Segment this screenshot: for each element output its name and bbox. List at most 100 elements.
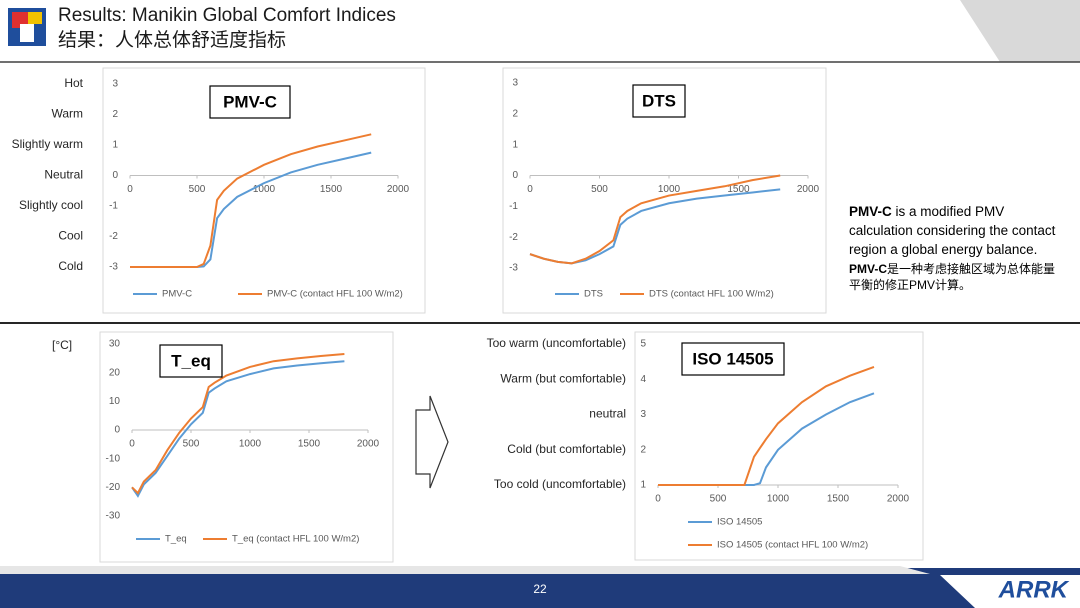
x-tick-label: 0 — [527, 184, 533, 195]
y-tick-label: 0 — [112, 170, 118, 181]
scale-label: Too warm (uncomfortable) — [487, 336, 626, 350]
x-tick-label: 2000 — [387, 184, 410, 195]
footer-stripe — [0, 566, 930, 574]
chart-title: PMV-C — [223, 92, 277, 111]
x-tick-label: 2000 — [887, 494, 910, 505]
y-tick-label: -3 — [509, 263, 518, 274]
x-tick-label: 500 — [710, 494, 727, 505]
y-tick-label: 3 — [640, 409, 646, 420]
y-tick-label: -2 — [109, 231, 118, 242]
y-tick-label: -20 — [106, 482, 121, 493]
y-tick-label: 0 — [114, 425, 120, 436]
y-tick-label: 1 — [640, 480, 646, 491]
x-tick-label: 1500 — [727, 184, 750, 195]
x-tick-label: 1500 — [827, 494, 850, 505]
note-en: PMV-C is a modified PMV calculation cons… — [849, 202, 1064, 259]
legend-label: T_eq (contact HFL 100 W/m2) — [232, 534, 359, 545]
y-tick-label: 2 — [640, 444, 646, 455]
scale-label: Slightly cool — [19, 198, 83, 212]
x-tick-label: 1000 — [239, 439, 262, 450]
note-cn: PMV-C是一种考虑接触区域为总体能量平衡的修正PMV计算。 — [849, 261, 1064, 293]
scale-label: Too cold (uncomfortable) — [494, 477, 626, 491]
y-tick-label: 3 — [112, 79, 118, 90]
series-line — [529, 174, 781, 265]
y-tick-label: -30 — [106, 511, 121, 522]
y-tick-label: 1 — [112, 140, 118, 151]
footer-logo: ARRK — [998, 576, 1070, 603]
title-box — [209, 85, 291, 119]
y-tick-label: -3 — [109, 262, 118, 273]
y-tick-label: -1 — [509, 201, 518, 212]
y-tick-label: 2 — [112, 109, 118, 120]
scale-label: Cold — [58, 259, 83, 273]
header-decor — [960, 0, 1080, 62]
scale-label: neutral — [589, 407, 626, 421]
note: PMV-C is a modified PMV calculation cons… — [849, 202, 1064, 293]
chart-frame — [99, 331, 394, 563]
x-tick-label: 0 — [127, 184, 133, 195]
y-tick-label: -2 — [509, 232, 518, 243]
x-tick-label: 1500 — [298, 439, 321, 450]
note-text: is a modified PMV calculation considerin… — [849, 204, 1056, 257]
legend-label: DTS — [584, 289, 603, 300]
series-line — [130, 133, 372, 268]
y-tick-label: -1 — [109, 201, 118, 212]
x-tick-label: 0 — [129, 439, 135, 450]
x-tick-label: 500 — [183, 439, 200, 450]
x-tick-label: 1000 — [767, 494, 790, 505]
note-term-cn: PMV-C — [849, 262, 888, 276]
note-term: PMV-C — [849, 204, 892, 219]
chart-title: T_eq — [171, 351, 211, 370]
y-tick-label: -10 — [106, 453, 121, 464]
title-box — [632, 84, 686, 118]
y-unit: [°C] — [52, 338, 72, 352]
x-tick-label: 1500 — [320, 184, 343, 195]
y-tick-label: 3 — [512, 78, 518, 89]
title-box — [681, 342, 785, 376]
scale-label: Hot — [64, 76, 83, 90]
scale-label: Neutral — [44, 168, 83, 182]
logo-part — [28, 12, 42, 24]
scale-label: Cold (but comfortable) — [507, 442, 626, 456]
slide-title: Results: Manikin Global Comfort Indices — [58, 5, 396, 26]
legend-label: DTS (contact HFL 100 W/m2) — [649, 289, 774, 300]
y-tick-label: 30 — [109, 339, 121, 350]
legend-label: T_eq — [165, 534, 187, 545]
y-tick-label: 4 — [640, 374, 646, 385]
footer-band — [0, 568, 1080, 608]
y-tick-label: 5 — [640, 339, 646, 350]
series-line — [658, 365, 875, 486]
scale-label: Slightly warm — [12, 137, 83, 151]
series-line — [131, 353, 345, 495]
y-tick-label: 0 — [512, 170, 518, 181]
slide-subtitle: 结果：人体总体舒适度指标 — [58, 29, 286, 51]
logo-part — [20, 24, 34, 42]
title-box — [159, 344, 223, 378]
chart-title: ISO 14505 — [692, 349, 773, 368]
scale-label: Warm — [51, 107, 83, 121]
chart-title: DTS — [642, 91, 676, 110]
footer-logo-bg — [940, 575, 1080, 608]
scale-label: Warm (but comfortable) — [500, 371, 626, 385]
x-tick-label: 2000 — [357, 439, 380, 450]
x-tick-label: 1000 — [253, 184, 276, 195]
scale-label: Cool — [58, 229, 83, 243]
legend-label: ISO 14505 — [717, 517, 762, 528]
legend-label: ISO 14505 (contact HFL 100 W/m2) — [717, 540, 868, 551]
y-tick-label: 10 — [109, 396, 121, 407]
y-tick-label: 2 — [512, 108, 518, 119]
legend-label: PMV-C — [162, 289, 192, 300]
x-tick-label: 500 — [189, 184, 206, 195]
x-tick-label: 1000 — [658, 184, 681, 195]
legend-label: PMV-C (contact HFL 100 W/m2) — [267, 289, 403, 300]
arrow — [415, 395, 449, 489]
x-tick-label: 0 — [655, 494, 661, 505]
y-tick-label: 1 — [512, 139, 518, 150]
x-tick-label: 2000 — [797, 184, 820, 195]
y-tick-label: 20 — [109, 367, 121, 378]
note-text-cn: 是一种考虑接触区域为总体能量平衡的修正PMV计算。 — [849, 262, 1056, 292]
series-line — [131, 360, 345, 498]
page-number: 22 — [533, 582, 547, 596]
